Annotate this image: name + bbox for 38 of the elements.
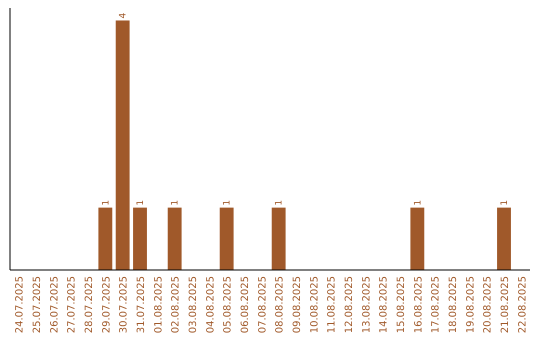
x-tick-label: 18.08.2025: [448, 276, 459, 334]
x-tick-label: 19.08.2025: [465, 276, 476, 334]
x-tick-label: 10.08.2025: [309, 276, 320, 334]
x-tick-label: 20.08.2025: [482, 276, 494, 334]
x-tick-label: 31.07.2025: [136, 276, 147, 334]
data-label: 1: [413, 200, 424, 206]
x-tick-label: 27.07.2025: [66, 276, 78, 334]
x-tick-label: 14.08.2025: [378, 276, 390, 334]
x-tick-label: 24.07.2025: [14, 276, 26, 334]
x-tick-label: 17.08.2025: [430, 276, 442, 334]
x-tick-label: 28.07.2025: [84, 276, 95, 334]
data-label: 1: [170, 200, 181, 206]
x-tick-label: 05.08.2025: [222, 276, 234, 334]
x-tick-label: 01.08.2025: [153, 276, 164, 334]
x-tick-label: 30.07.2025: [118, 276, 130, 334]
x-tick-label: 29.07.2025: [101, 276, 112, 334]
data-label: 4: [118, 12, 129, 18]
x-tick-label: 21.08.2025: [500, 276, 511, 334]
x-tick-label: 26.07.2025: [49, 276, 60, 334]
data-label: 1: [101, 200, 112, 206]
data-label: 1: [500, 200, 510, 206]
x-tick-label: 02.08.2025: [170, 276, 182, 334]
data-label: 1: [274, 200, 285, 206]
x-tick-label: 25.07.2025: [32, 276, 43, 334]
x-tick-label: 11.08.2025: [326, 276, 338, 334]
x-tick-label: 22.08.2025: [517, 276, 528, 334]
x-tick-label: 03.08.2025: [188, 276, 199, 334]
x-tick-label: 07.08.2025: [257, 276, 268, 334]
x-tick-label: 15.08.2025: [396, 276, 407, 334]
x-tick-label: 13.08.2025: [361, 276, 372, 334]
x-tick-label: 09.08.2025: [292, 276, 303, 334]
x-tick-label: 12.08.2025: [344, 276, 355, 334]
data-label: 1: [222, 200, 233, 206]
data-label: 1: [136, 200, 146, 206]
x-tick-label: 06.08.2025: [240, 276, 251, 334]
x-tick-label: 16.08.2025: [413, 276, 424, 334]
x-tick-label: 08.08.2025: [274, 276, 286, 334]
x-tick-label: 04.08.2025: [205, 276, 216, 334]
